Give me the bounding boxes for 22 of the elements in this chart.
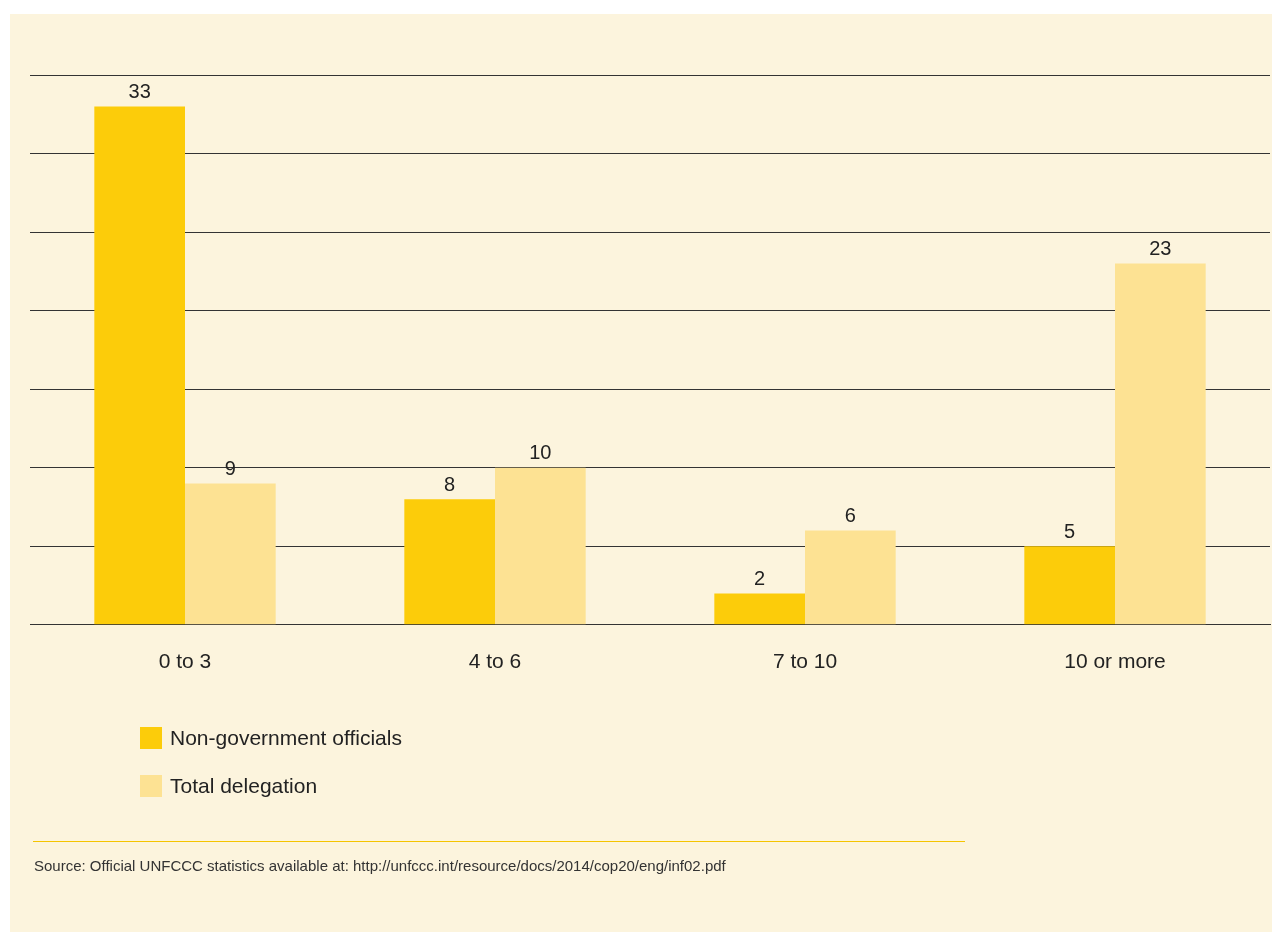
bar (714, 593, 805, 625)
x-tick-label: 10 or more (1064, 649, 1166, 673)
source-note: Source: Official UNFCCC statistics available at: http://unfccc.int/resource/docs/2014/cop20/eng/inf02.pdf (34, 857, 726, 874)
data-label: 8 (444, 472, 456, 495)
data-label: 5 (1064, 519, 1076, 542)
x-tick-label: 7 to 10 (772, 649, 838, 673)
bar (94, 106, 185, 625)
data-label: 2 (754, 566, 766, 589)
bar (495, 467, 586, 625)
legend-label: Non-government officials (170, 726, 402, 750)
data-label: 6 (844, 504, 856, 527)
data-label: 23 (1149, 237, 1172, 260)
bar (805, 530, 896, 625)
data-label: 33 (128, 79, 151, 102)
data-label: 10 (529, 441, 552, 464)
bar (1115, 263, 1206, 625)
bar (185, 483, 276, 625)
bar (404, 499, 495, 625)
bar (1024, 546, 1115, 625)
x-tick-label: 4 to 6 (468, 649, 522, 673)
x-tick-label: 0 to 3 (158, 649, 212, 673)
legend-label: Total delegation (170, 774, 318, 798)
